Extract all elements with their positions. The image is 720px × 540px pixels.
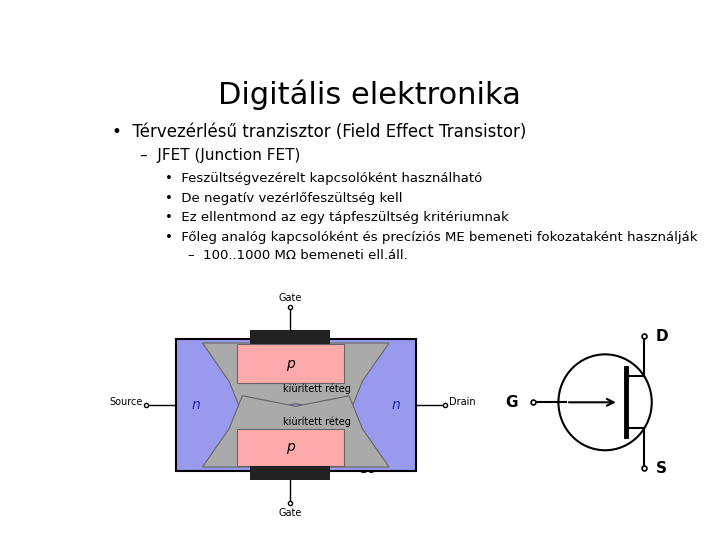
Text: G: G xyxy=(505,395,518,410)
Text: 39: 39 xyxy=(360,462,378,476)
Text: •  Ez ellentmond az egy tápfeszültség kritériumnak: • Ez ellentmond az egy tápfeszültség kri… xyxy=(166,211,509,224)
Polygon shape xyxy=(202,396,389,467)
Text: Drain: Drain xyxy=(449,397,476,407)
Text: –  JFET (Junction FET): – JFET (Junction FET) xyxy=(140,148,300,163)
Text: D: D xyxy=(656,329,668,344)
Text: S: S xyxy=(656,461,667,476)
FancyBboxPatch shape xyxy=(176,339,415,471)
Text: p: p xyxy=(286,440,294,454)
FancyBboxPatch shape xyxy=(251,330,330,345)
Polygon shape xyxy=(202,343,389,414)
FancyBboxPatch shape xyxy=(237,345,343,382)
Text: Source: Source xyxy=(109,397,143,407)
Text: •  Feszültségvezérelt kapcsolóként használható: • Feszültségvezérelt kapcsolóként haszná… xyxy=(166,172,482,185)
Text: Gate: Gate xyxy=(279,293,302,303)
Text: Gate: Gate xyxy=(279,508,302,518)
Text: •  Térvezérlésű tranzisztor (Field Effect Transistor): • Térvezérlésű tranzisztor (Field Effect… xyxy=(112,123,527,141)
Text: •  Főleg analóg kapcsolóként és precíziós ME bemeneti fokozataként használják: • Főleg analóg kapcsolóként és precíziós… xyxy=(166,231,698,244)
Text: •  De negatív vezérlőfeszültség kell: • De negatív vezérlőfeszültség kell xyxy=(166,192,402,205)
Text: kiürített réteg: kiürített réteg xyxy=(283,416,351,427)
Text: n: n xyxy=(392,398,400,412)
Text: kiürített réteg: kiürített réteg xyxy=(283,383,351,394)
Text: Digitális elektronika: Digitális elektronika xyxy=(217,79,521,110)
Text: p: p xyxy=(286,356,294,370)
FancyBboxPatch shape xyxy=(251,465,330,480)
Text: n: n xyxy=(192,398,200,412)
Text: –  100..1000 MΩ bemeneti ell.áll.: – 100..1000 MΩ bemeneti ell.áll. xyxy=(188,248,408,261)
FancyBboxPatch shape xyxy=(237,429,343,465)
